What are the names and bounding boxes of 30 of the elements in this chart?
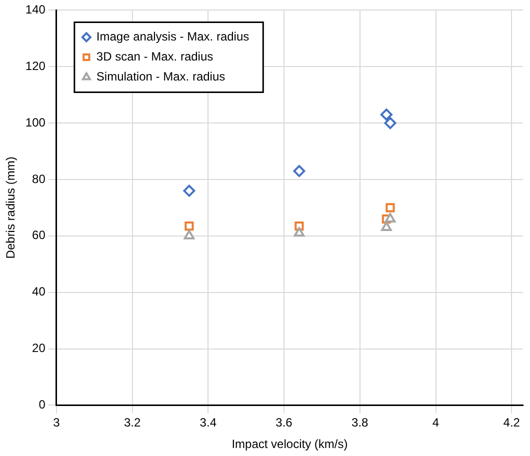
x-tick-label: 3.8 (352, 416, 369, 430)
y-tick-label: 20 (32, 341, 46, 356)
y-tick-label: 140 (25, 2, 46, 17)
point (293, 165, 306, 178)
x-tick-label: 3.2 (124, 416, 141, 430)
legend-label: Simulation - Max. radius (96, 70, 226, 84)
y-axis-title: Debris radius (mm) (4, 156, 18, 259)
point (384, 117, 396, 130)
y-tick-label: 100 (25, 115, 46, 130)
point (183, 184, 196, 197)
x-tick-label: 4 (432, 416, 440, 430)
y-tick-label: 0 (38, 398, 46, 412)
y-tick-label: 40 (32, 284, 46, 299)
point (380, 108, 392, 121)
x-tick-label: 4.2 (503, 416, 520, 430)
x-tick-label: 3 (53, 416, 60, 430)
y-tick-label: 120 (25, 58, 46, 73)
point (384, 212, 396, 222)
x-axis-title: Impact velocity (km/s) (232, 437, 348, 452)
y-tick-label: 80 (32, 172, 46, 186)
point (184, 230, 195, 240)
point (381, 221, 392, 231)
point (386, 203, 395, 212)
point (184, 222, 194, 231)
x-tick-label: 3.4 (200, 416, 217, 430)
legend-label: Image analysis - Max. radius (96, 30, 250, 44)
point (294, 227, 305, 237)
legend-label: 3D scan - Max. radius (96, 50, 214, 64)
y-tick-label: 60 (32, 228, 46, 242)
x-tick-label: 3.6 (276, 416, 293, 430)
